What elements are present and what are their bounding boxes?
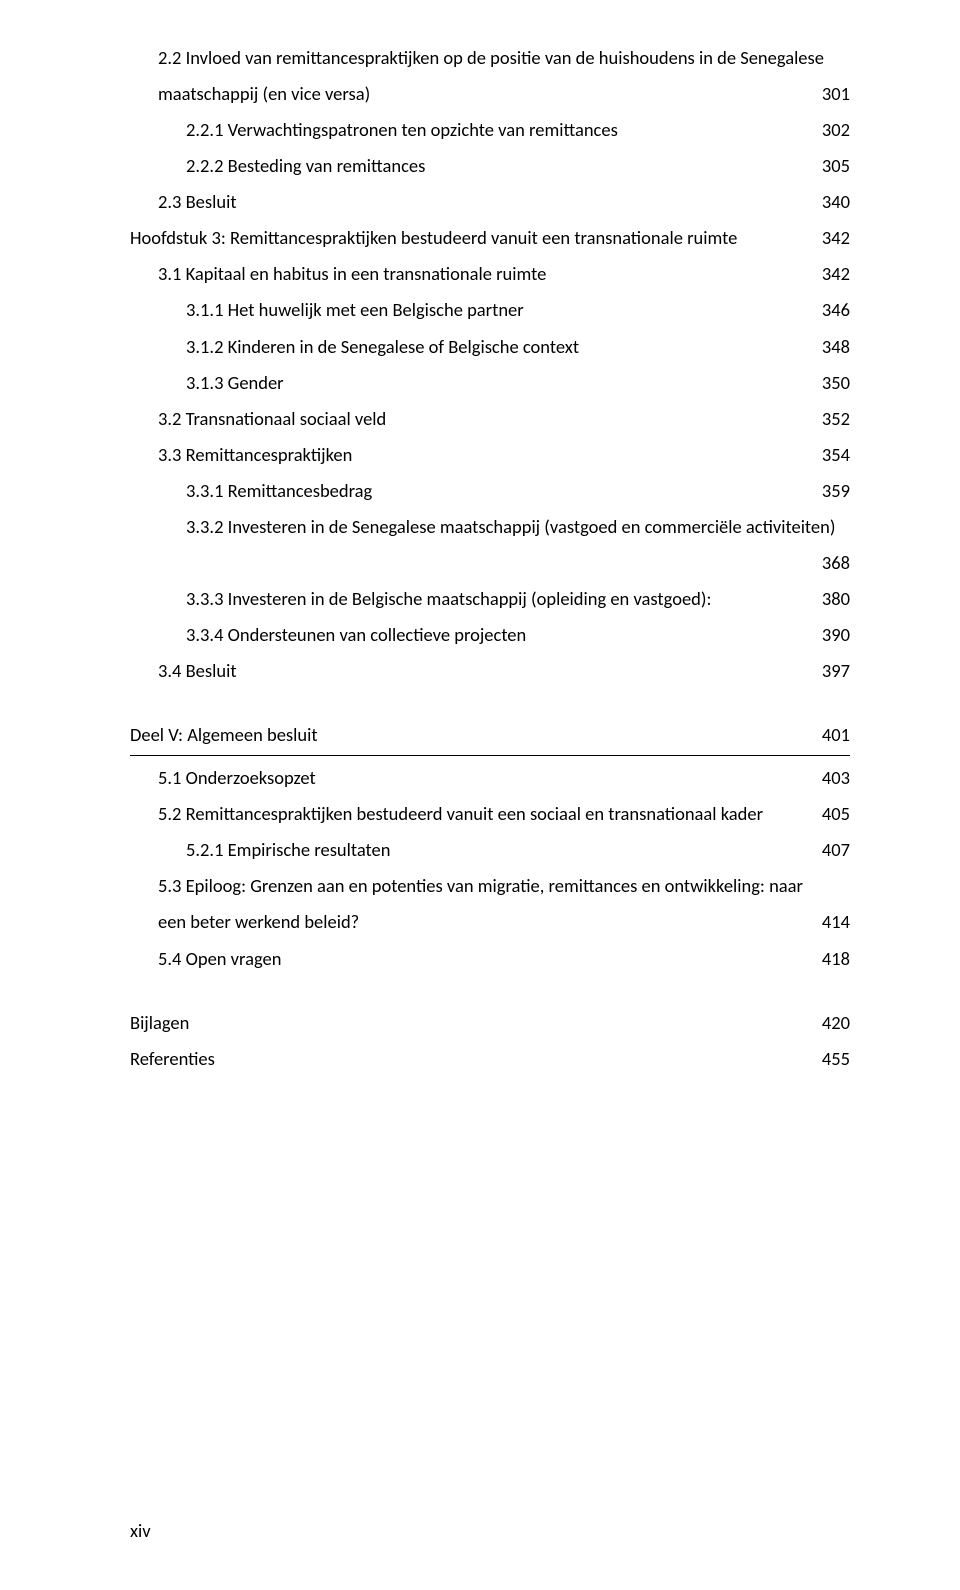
toc-label: 3.4 Besluit	[158, 653, 796, 689]
toc-row: 3.3.1 Remittancesbedrag359	[130, 473, 850, 509]
toc-label: 3.3.1 Remittancesbedrag	[186, 473, 796, 509]
toc-row: 3.3.4 Ondersteunen van collectieve proje…	[130, 617, 850, 653]
toc-row: 5.2.1 Empirische resultaten407	[130, 832, 850, 868]
toc-label: 3.1.2 Kinderen in de Senegalese of Belgi…	[186, 329, 796, 365]
toc-page-number: 350	[796, 365, 850, 401]
toc-row: 2.2 Invloed van remittancespraktijken op…	[130, 40, 850, 76]
toc-row: 2.3 Besluit340	[130, 184, 850, 220]
toc-page-number: 302	[796, 112, 850, 148]
toc-label: 2.2 Invloed van remittancespraktijken op…	[158, 40, 850, 76]
toc-page-number: 418	[796, 941, 850, 977]
toc-label: 3.1 Kapitaal en habitus in een transnati…	[158, 256, 796, 292]
toc-block-1: 2.2 Invloed van remittancespraktijken op…	[130, 40, 850, 689]
toc-row: 3.2 Transnationaal sociaal veld352	[130, 401, 850, 437]
page-footer-number: xiv	[130, 1519, 151, 1542]
toc-label: maatschappij (en vice versa)	[158, 76, 796, 112]
toc-page-number: 380	[796, 581, 850, 617]
toc-page-number: 352	[796, 401, 850, 437]
toc-label: 5.2 Remittancespraktijken bestudeerd van…	[158, 796, 796, 832]
toc-label: 2.3 Besluit	[158, 184, 796, 220]
toc-label: 3.3.2 Investeren in de Senegalese maatsc…	[186, 509, 850, 545]
toc-page-number: 342	[796, 256, 850, 292]
toc-row: 3.3 Remittancespraktijken354	[130, 437, 850, 473]
toc-page-number: 455	[796, 1041, 850, 1077]
toc-label: een beter werkend beleid?	[158, 904, 796, 940]
toc-page-number: 407	[796, 832, 850, 868]
toc-block-2: 5.1 Onderzoeksopzet4035.2 Remittancespra…	[130, 760, 850, 976]
toc-page-number: 401	[796, 717, 850, 753]
toc-row: 5.2 Remittancespraktijken bestudeerd van…	[130, 796, 850, 832]
toc-label: Bijlagen	[130, 1005, 796, 1041]
toc-page-number: 414	[796, 904, 850, 940]
toc-row: Hoofdstuk 3: Remittancespraktijken bestu…	[130, 220, 850, 256]
toc-label: 5.4 Open vragen	[158, 941, 796, 977]
toc-label: Referenties	[130, 1041, 796, 1077]
toc-label: 5.3 Epiloog: Grenzen aan en potenties va…	[158, 868, 850, 904]
toc-row: een beter werkend beleid?414	[130, 904, 850, 940]
toc-page-number: 368	[796, 545, 850, 581]
toc-row: 3.1.1 Het huwelijk met een Belgische par…	[130, 292, 850, 328]
toc-label: 3.3.4 Ondersteunen van collectieve proje…	[186, 617, 796, 653]
toc-page-number: 403	[796, 760, 850, 796]
toc-page-number: 342	[796, 220, 850, 256]
toc-row: 3.3.2 Investeren in de Senegalese maatsc…	[130, 509, 850, 545]
toc-row: 3.4 Besluit397	[130, 653, 850, 689]
toc-label: 2.2.2 Besteding van remittances	[186, 148, 796, 184]
toc-page-number: 397	[796, 653, 850, 689]
toc-page-number: 420	[796, 1005, 850, 1041]
toc-label: 3.3.3 Investeren in de Belgische maatsch…	[186, 581, 796, 617]
toc-page-number: 340	[796, 184, 850, 220]
toc-label: 3.2 Transnationaal sociaal veld	[158, 401, 796, 437]
toc-part-heading: Deel V: Algemeen besluit 401	[130, 717, 850, 756]
toc-page-number: 354	[796, 437, 850, 473]
toc-row: 3.1 Kapitaal en habitus in een transnati…	[130, 256, 850, 292]
toc-row: 5.1 Onderzoeksopzet403	[130, 760, 850, 796]
toc-row: maatschappij (en vice versa)301	[130, 76, 850, 112]
toc-label: Deel V: Algemeen besluit	[130, 717, 796, 753]
spacer	[130, 977, 850, 1005]
toc-page-number: 359	[796, 473, 850, 509]
toc-label: 3.3 Remittancespraktijken	[158, 437, 796, 473]
toc-row: Bijlagen420	[130, 1005, 850, 1041]
toc-page-number: 301	[796, 76, 850, 112]
toc-page-number: 305	[796, 148, 850, 184]
toc-row: 2.2.2 Besteding van remittances305	[130, 148, 850, 184]
toc-row: 368	[130, 545, 850, 581]
toc-page-number: 348	[796, 329, 850, 365]
toc-row: 5.3 Epiloog: Grenzen aan en potenties va…	[130, 868, 850, 904]
toc-label: 2.2.1 Verwachtingspatronen ten opzichte …	[186, 112, 796, 148]
toc-row: 3.1.2 Kinderen in de Senegalese of Belgi…	[130, 329, 850, 365]
page: 2.2 Invloed van remittancespraktijken op…	[0, 0, 960, 1590]
toc-page-number: 405	[796, 796, 850, 832]
toc-row: 5.4 Open vragen418	[130, 941, 850, 977]
toc-row: Referenties455	[130, 1041, 850, 1077]
toc-label: 3.1.3 Gender	[186, 365, 796, 401]
toc-page-number: 390	[796, 617, 850, 653]
toc-label: Hoofdstuk 3: Remittancespraktijken bestu…	[130, 220, 796, 256]
toc-row: 3.1.3 Gender350	[130, 365, 850, 401]
toc-page-number: 346	[796, 292, 850, 328]
toc-label: 5.2.1 Empirische resultaten	[186, 832, 796, 868]
toc-label: 5.1 Onderzoeksopzet	[158, 760, 796, 796]
toc-label: 3.1.1 Het huwelijk met een Belgische par…	[186, 292, 796, 328]
toc-row: 2.2.1 Verwachtingspatronen ten opzichte …	[130, 112, 850, 148]
toc-label	[186, 545, 796, 581]
toc-block-3: Bijlagen420Referenties455	[130, 1005, 850, 1077]
toc-row: 3.3.3 Investeren in de Belgische maatsch…	[130, 581, 850, 617]
